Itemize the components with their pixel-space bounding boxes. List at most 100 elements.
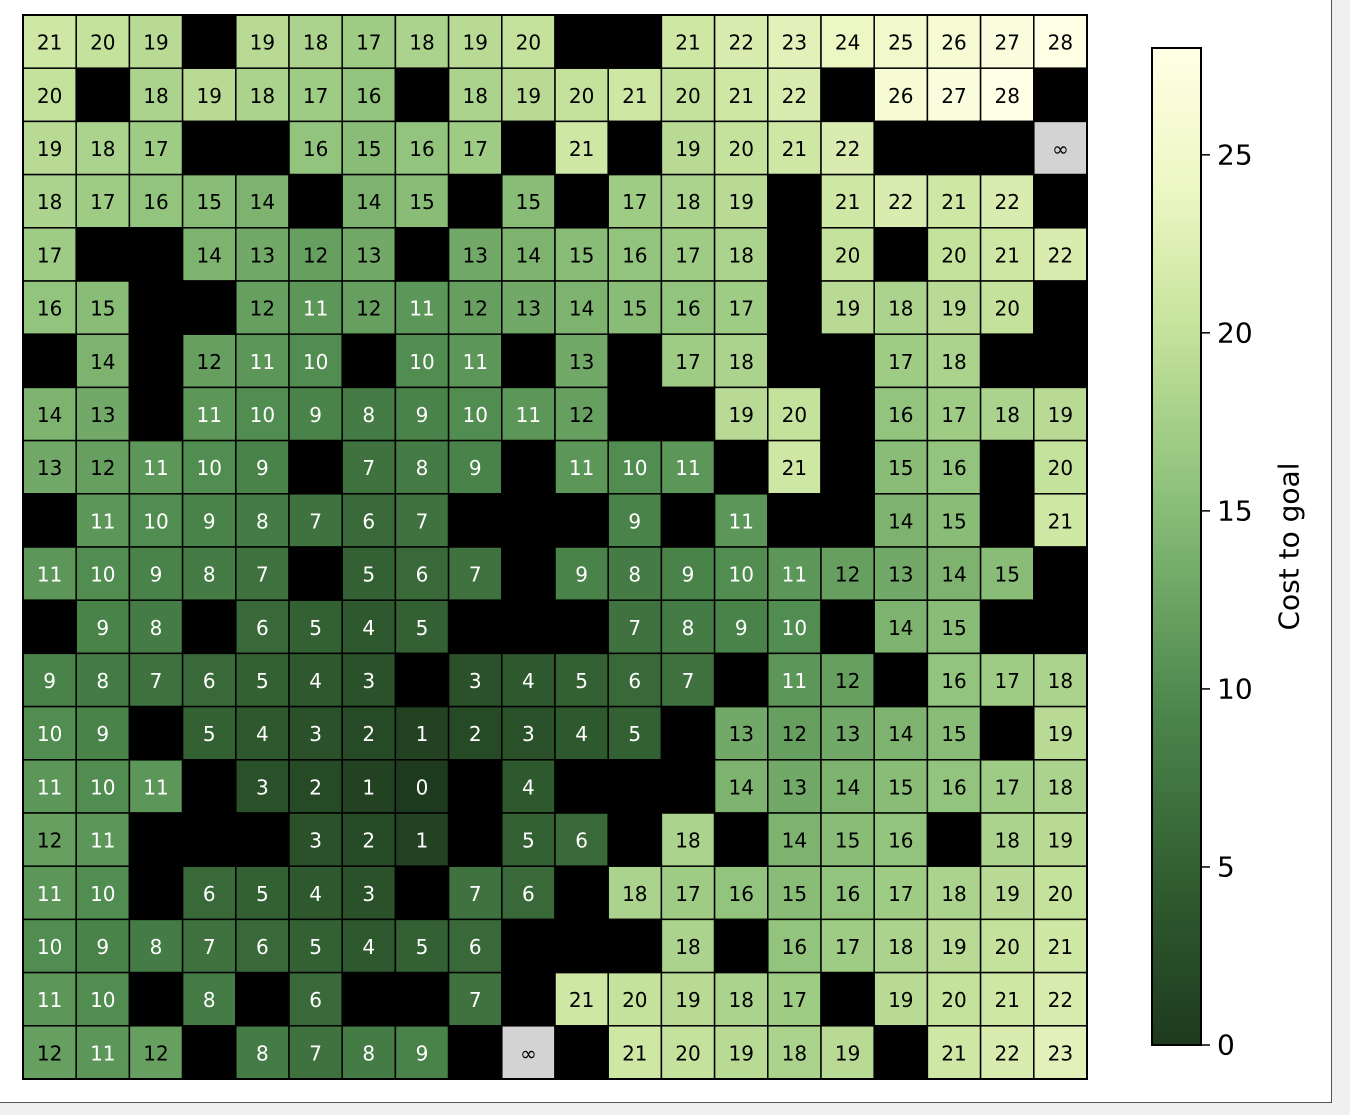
cost-cell: [767, 759, 822, 814]
cell-value-label: 19: [888, 988, 913, 1012]
cell-value-label: 17: [675, 243, 700, 267]
cell-value-label: 19: [143, 31, 168, 55]
cell-value-label: 9: [735, 616, 748, 640]
cost-cell: [501, 812, 556, 867]
cell-value-label: 14: [888, 509, 913, 533]
cost-cell: [22, 546, 77, 601]
wall-cell: [128, 280, 184, 335]
cell-value-label: 22: [782, 84, 807, 108]
cell-value-label: 2: [362, 722, 375, 746]
cell-value-label: 17: [143, 137, 168, 161]
cell-value-label: 5: [416, 935, 429, 959]
cell-value-label: 9: [309, 403, 322, 427]
wall-cell: [235, 120, 290, 176]
wall-cell: [713, 652, 769, 708]
cost-cell: [128, 67, 184, 123]
cost-cell: [873, 759, 929, 814]
wall-cell: [979, 120, 1035, 176]
cost-cell: [22, 705, 77, 761]
wall-cell: [75, 227, 131, 282]
cell-value-label: 20: [994, 297, 1019, 321]
cell-value-label: 6: [522, 882, 535, 906]
cell-value-label: 5: [256, 882, 269, 906]
cost-cell: [235, 67, 290, 123]
wall-cell: [394, 865, 450, 921]
cell-value-label: 15: [622, 297, 647, 321]
cost-cell: [1033, 1025, 1088, 1080]
cell-value-label: 18: [728, 350, 753, 374]
cost-cell: [235, 705, 290, 761]
cost-cell: [447, 227, 503, 282]
cost-cell: [235, 493, 290, 548]
cost-cell: [288, 386, 343, 442]
cost-cell: [394, 812, 450, 867]
cost-cell: [447, 439, 503, 495]
cost-cell: [394, 705, 450, 761]
cell-value-label: 28: [1048, 31, 1073, 55]
wall-cell: [979, 493, 1035, 548]
cell-value-label: 11: [90, 829, 115, 853]
cell-value-label: 21: [1048, 509, 1073, 533]
cell-value-label: 14: [250, 190, 275, 214]
wall-cell: [873, 227, 929, 282]
cell-value-label: 24: [835, 31, 860, 55]
cell-value-label: 15: [90, 297, 115, 321]
cost-cell: [181, 918, 237, 974]
cost-cell: [22, 812, 77, 867]
cost-cell: [607, 227, 663, 282]
cost-cell: [660, 812, 716, 867]
wall-cell: [554, 173, 609, 229]
cell-value-label: 18: [409, 31, 434, 55]
wall-cell: [394, 227, 450, 282]
wall-cell: [128, 705, 184, 761]
cell-value-label: 12: [303, 243, 328, 267]
cost-cell: [128, 546, 184, 601]
wall-cell: [820, 67, 875, 123]
cell-value-label: 11: [37, 563, 62, 587]
cost-cell: [235, 227, 290, 282]
cell-value-label: 18: [462, 84, 487, 108]
cell-value-label: 19: [1048, 829, 1073, 853]
cost-cell: [341, 67, 397, 123]
wall-cell: [501, 971, 556, 1027]
cost-cell: [660, 173, 716, 229]
cost-cell: [75, 386, 131, 442]
cell-value-label: 19: [728, 190, 753, 214]
cost-cell: [501, 227, 556, 282]
cell-value-label: 19: [941, 935, 966, 959]
cell-value-label: 21: [569, 988, 594, 1012]
cost-cell: [767, 652, 822, 708]
cost-cell: [341, 652, 397, 708]
wall-cell: [22, 493, 77, 548]
cost-cell: [873, 865, 929, 921]
cost-cell: [554, 227, 609, 282]
cell-value-label: 14: [90, 350, 115, 374]
cell-value-label: 21: [37, 31, 62, 55]
cell-value-label: 14: [835, 775, 860, 799]
cell-value-label: 13: [888, 563, 913, 587]
cell-value-label: 18: [782, 1041, 807, 1065]
cell-value-label: 19: [675, 988, 700, 1012]
cell-value-label: 18: [728, 988, 753, 1012]
cell-value-label: 17: [782, 988, 807, 1012]
cost-cell: [341, 812, 397, 867]
cell-value-label: 20: [675, 1041, 700, 1065]
wall-cell: [660, 705, 716, 761]
cost-cell: [607, 493, 663, 548]
cost-cell: [820, 812, 875, 867]
cell-value-label: 18: [303, 31, 328, 55]
cell-value-label: 5: [256, 669, 269, 693]
cell-value-label: 16: [143, 190, 168, 214]
cell-value-label: 9: [628, 509, 641, 533]
cell-value-label: 17: [994, 669, 1019, 693]
cell-value-label: 21: [835, 190, 860, 214]
wall-cell: [181, 120, 237, 176]
cell-value-label: 3: [362, 882, 375, 906]
wall-cell: [501, 493, 556, 548]
cell-value-label: 9: [416, 403, 429, 427]
wall-cell: [1033, 599, 1088, 655]
cell-value-label: 21: [782, 456, 807, 480]
cell-value-label: 9: [682, 563, 695, 587]
wall-cell: [820, 439, 875, 495]
cost-cell: [926, 971, 982, 1027]
